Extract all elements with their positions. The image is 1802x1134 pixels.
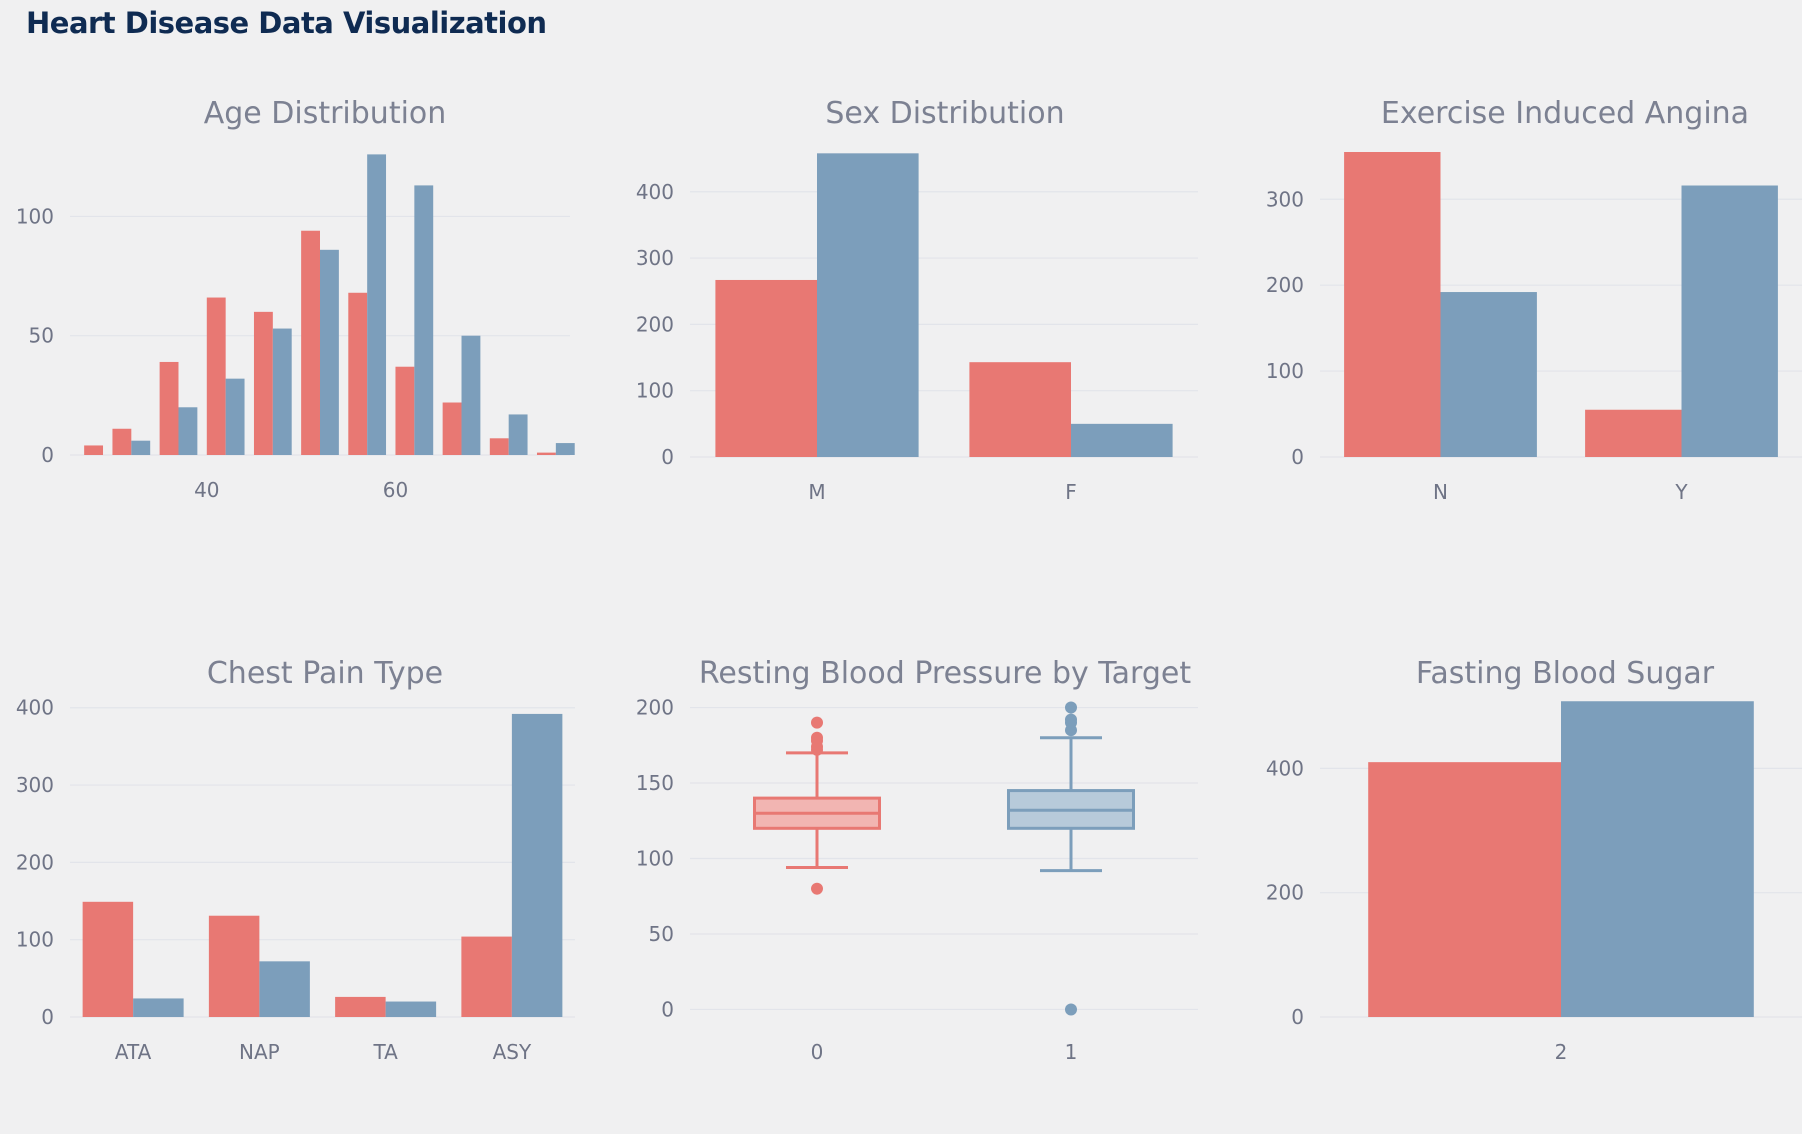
bar-target-1[interactable] — [508, 414, 528, 455]
y-tick-label: 200 — [16, 850, 54, 874]
bar-F-target-0[interactable] — [969, 362, 1071, 457]
outlier-point[interactable] — [811, 716, 823, 729]
bar-target-0[interactable] — [442, 402, 462, 455]
bar-target-1[interactable] — [367, 154, 387, 455]
y-tick-label: 0 — [1291, 1005, 1304, 1029]
bar-target-1[interactable] — [225, 378, 245, 455]
bar-target-0[interactable] — [253, 311, 273, 455]
bar-target-1[interactable] — [461, 335, 481, 455]
bar-ATA-target-0[interactable] — [82, 901, 134, 1017]
bar-TA-target-0[interactable] — [335, 996, 386, 1017]
chart-title: Chest Pain Type — [207, 656, 443, 691]
bar-target-1[interactable] — [555, 443, 575, 455]
bar-ASY-target-1[interactable] — [511, 713, 563, 1017]
y-tick-label: 400 — [16, 696, 54, 720]
bar-target-0[interactable] — [112, 428, 132, 455]
bar-target-0[interactable] — [159, 361, 179, 455]
bar-target-0[interactable] — [301, 230, 320, 455]
box-target-0[interactable] — [753, 716, 881, 895]
bar-NAP-target-1[interactable] — [259, 961, 310, 1017]
x-tick-label: ATA — [115, 1040, 152, 1064]
box-target-1[interactable] — [1007, 701, 1135, 1016]
y-tick-label: 0 — [41, 443, 54, 467]
chart-title: Exercise Induced Angina — [1381, 96, 1749, 131]
chart-angina: Exercise Induced Angina 0 100 200 300 N Y — [1266, 96, 1802, 504]
y-tick-label: 100 — [636, 847, 674, 871]
y-tick-label: 0 — [661, 445, 674, 469]
outlier-point[interactable] — [811, 882, 823, 895]
bar-target-0[interactable] — [489, 438, 509, 455]
y-tick-label: 300 — [16, 773, 54, 797]
y-tick-label: 100 — [636, 379, 674, 403]
y-tick-label: 200 — [636, 696, 674, 720]
bar-target-0[interactable] — [395, 366, 415, 455]
x-tick-label: 2 — [1555, 1040, 1568, 1064]
y-tick-label: 300 — [636, 246, 674, 270]
x-tick-label: Y — [1674, 480, 1688, 504]
chart-title: Sex Distribution — [825, 96, 1064, 131]
bar-ASY-target-0[interactable] — [461, 936, 512, 1017]
chart-bp: Resting Blood Pressure by Target 0 50 100 15… — [636, 656, 1198, 1064]
outlier-point[interactable] — [1065, 701, 1077, 714]
y-tick-label: 200 — [636, 312, 674, 336]
x-tick-label: M — [808, 480, 825, 504]
y-tick-label: 300 — [1266, 187, 1304, 211]
bar-M-target-0[interactable] — [715, 279, 817, 457]
y-tick-label: 0 — [661, 997, 674, 1021]
x-tick-label: NAP — [239, 1040, 280, 1064]
y-tick-label: 50 — [29, 324, 54, 348]
y-tick-label: 100 — [16, 928, 54, 952]
bar-ATA-target-1[interactable] — [133, 998, 184, 1017]
chart-chest: Chest Pain Type 0 100 200 300 400 ATA NAP TA ASY — [16, 656, 575, 1064]
bar-M-target-1[interactable] — [817, 153, 919, 457]
outlier-point[interactable] — [811, 731, 823, 744]
y-tick-label: 100 — [16, 204, 54, 228]
chart-title: Resting Blood Pressure by Target — [699, 656, 1191, 691]
bar-N-target-0[interactable] — [1344, 152, 1441, 457]
y-tick-label: 100 — [1266, 359, 1304, 383]
x-tick-label: F — [1065, 480, 1077, 504]
chart-age: Age Distribution 0 50 100 40 60 — [16, 96, 575, 502]
bar-target-0[interactable] — [348, 292, 368, 455]
bar-2-target-1[interactable] — [1561, 701, 1754, 1017]
y-tick-label: 400 — [636, 180, 674, 204]
bar-target-0[interactable] — [84, 445, 104, 455]
bar-F-target-1[interactable] — [1071, 423, 1173, 457]
outlier-point[interactable] — [1065, 713, 1077, 726]
y-tick-label: 0 — [1291, 445, 1304, 469]
chart-title: Age Distribution — [204, 96, 447, 131]
bar-N-target-1[interactable] — [1440, 292, 1537, 457]
y-tick-label: 400 — [1266, 756, 1304, 780]
bar-Y-target-0[interactable] — [1585, 409, 1682, 457]
x-tick-label: 1 — [1065, 1040, 1078, 1064]
bar-2-target-0[interactable] — [1368, 762, 1561, 1017]
x-tick-label: 40 — [194, 478, 219, 502]
y-tick-label: 200 — [1266, 273, 1304, 297]
x-tick-label: 60 — [383, 478, 408, 502]
bar-target-1[interactable] — [272, 328, 292, 455]
bar-TA-target-1[interactable] — [385, 1001, 437, 1017]
bar-NAP-target-0[interactable] — [208, 915, 260, 1017]
chart-sex: Sex Distribution 0 100 200 300 400 M F — [636, 96, 1198, 504]
x-tick-label: 0 — [811, 1040, 824, 1064]
bar-target-1[interactable] — [414, 185, 434, 455]
bar-target-1[interactable] — [131, 440, 151, 455]
bar-target-0[interactable] — [536, 452, 556, 455]
chart-title: Fasting Blood Sugar — [1416, 656, 1715, 691]
x-tick-label: TA — [372, 1040, 398, 1064]
x-tick-label: N — [1433, 480, 1448, 504]
y-tick-label: 0 — [41, 1005, 54, 1029]
bar-target-1[interactable] — [320, 249, 339, 455]
bar-target-1[interactable] — [178, 407, 198, 455]
page-title: Heart Disease Data Visualization — [26, 6, 547, 40]
y-tick-label: 50 — [649, 922, 674, 946]
y-tick-label: 200 — [1266, 881, 1304, 905]
y-tick-label: 150 — [636, 771, 674, 795]
x-tick-label: ASY — [493, 1040, 532, 1064]
outlier-point[interactable] — [1065, 1003, 1077, 1016]
bar-target-0[interactable] — [206, 297, 226, 455]
bar-Y-target-1[interactable] — [1681, 185, 1778, 457]
chart-fbs: Fasting Blood Sugar 0 200 400 2 — [1266, 656, 1802, 1064]
